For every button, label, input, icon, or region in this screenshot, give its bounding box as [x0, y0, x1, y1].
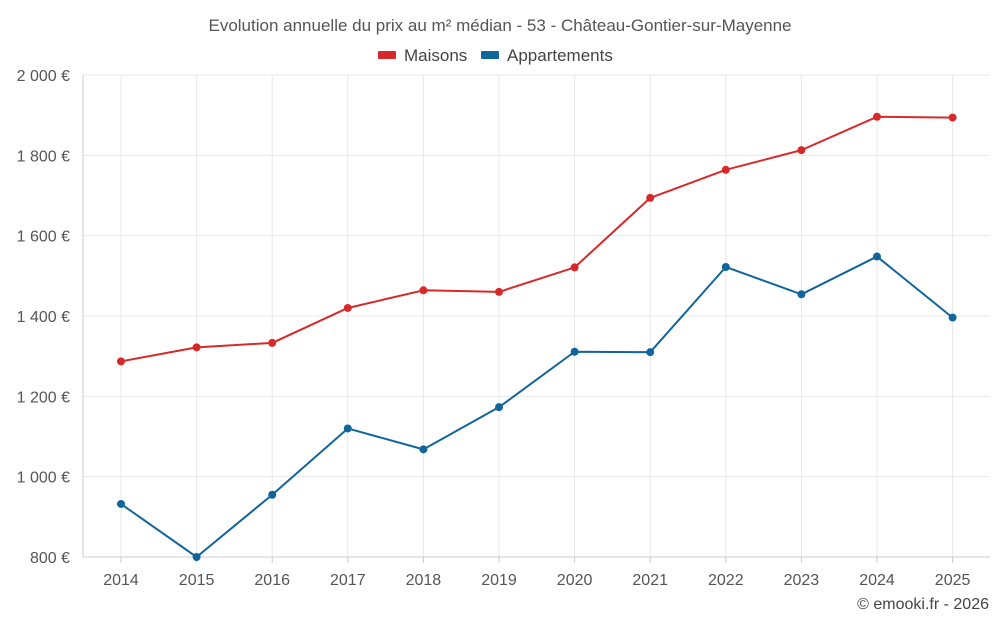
x-tick-label: 2022 — [708, 572, 744, 589]
y-tick-label: 2 000 € — [17, 68, 70, 85]
series-line-maisons — [120, 115, 953, 363]
legend-label-maisons: Maisons — [404, 46, 467, 65]
data-point-maisons[interactable] — [495, 287, 503, 296]
y-tick-label: 1 600 € — [17, 229, 70, 246]
data-point-appartements[interactable] — [873, 252, 881, 261]
y-tick-label: 1 000 € — [17, 470, 70, 487]
data-point-appartements[interactable] — [495, 403, 503, 412]
data-point-appartements[interactable] — [192, 553, 201, 561]
x-tick-label: 2015 — [179, 572, 215, 589]
series-line-appartements — [120, 255, 954, 558]
data-point-maisons[interactable] — [570, 263, 579, 272]
data-point-maisons[interactable] — [873, 112, 881, 121]
x-tick-label: 2019 — [481, 572, 517, 589]
legend: Maisons Appartements — [378, 46, 613, 65]
data-point-maisons[interactable] — [268, 338, 277, 347]
y-tick-label: 1 400 € — [17, 309, 70, 326]
legend-swatch-maisons — [378, 51, 396, 59]
data-point-maisons[interactable] — [721, 165, 730, 174]
x-tick-label: 2023 — [784, 572, 820, 589]
y-tick-label: 1 800 € — [17, 148, 70, 165]
data-point-appartements[interactable] — [646, 348, 655, 357]
data-point-appartements[interactable] — [419, 445, 428, 454]
chart-title: Evolution annuelle du prix au m² médian … — [208, 16, 791, 35]
y-tick-label: 1 200 € — [17, 389, 70, 406]
series — [117, 112, 957, 561]
data-point-maisons[interactable] — [343, 303, 352, 312]
axes: 800 € 1 000 € 1 200 € 1 400 € 1 600 € 1 800 €… — [17, 68, 990, 589]
legend-item-appartements[interactable]: Appartements — [481, 46, 613, 65]
data-point-appartements[interactable] — [570, 347, 579, 356]
x-tick-label: 2024 — [859, 572, 895, 589]
x-tick-label: 2017 — [330, 572, 366, 589]
legend-label-appartements: Appartements — [507, 46, 613, 65]
x-tick-label: 2016 — [254, 572, 290, 589]
x-tick-label: 2018 — [406, 572, 442, 589]
data-point-maisons[interactable] — [797, 146, 806, 155]
data-point-maisons[interactable] — [117, 357, 125, 366]
x-tick-label: 2020 — [557, 572, 593, 589]
data-point-appartements[interactable] — [797, 290, 806, 299]
data-point-appartements[interactable] — [268, 490, 277, 499]
data-point-appartements[interactable] — [343, 424, 352, 433]
data-point-maisons[interactable] — [192, 343, 201, 352]
data-point-maisons[interactable] — [948, 113, 957, 122]
grid — [83, 74, 990, 558]
data-point-appartements[interactable] — [721, 262, 730, 271]
y-tick-label: 800 € — [30, 550, 70, 567]
data-point-maisons[interactable] — [646, 193, 655, 202]
legend-item-maisons[interactable]: Maisons — [378, 46, 467, 65]
legend-swatch-appartements — [481, 51, 499, 59]
x-tick-label: 2021 — [632, 572, 668, 589]
x-tick-label: 2025 — [935, 572, 971, 589]
data-point-maisons[interactable] — [419, 286, 428, 295]
data-point-appartements[interactable] — [948, 313, 957, 322]
x-tick-label: 2014 — [103, 572, 139, 589]
data-point-appartements[interactable] — [117, 499, 125, 508]
credit-text: © emooki.fr - 2026 — [857, 596, 989, 613]
